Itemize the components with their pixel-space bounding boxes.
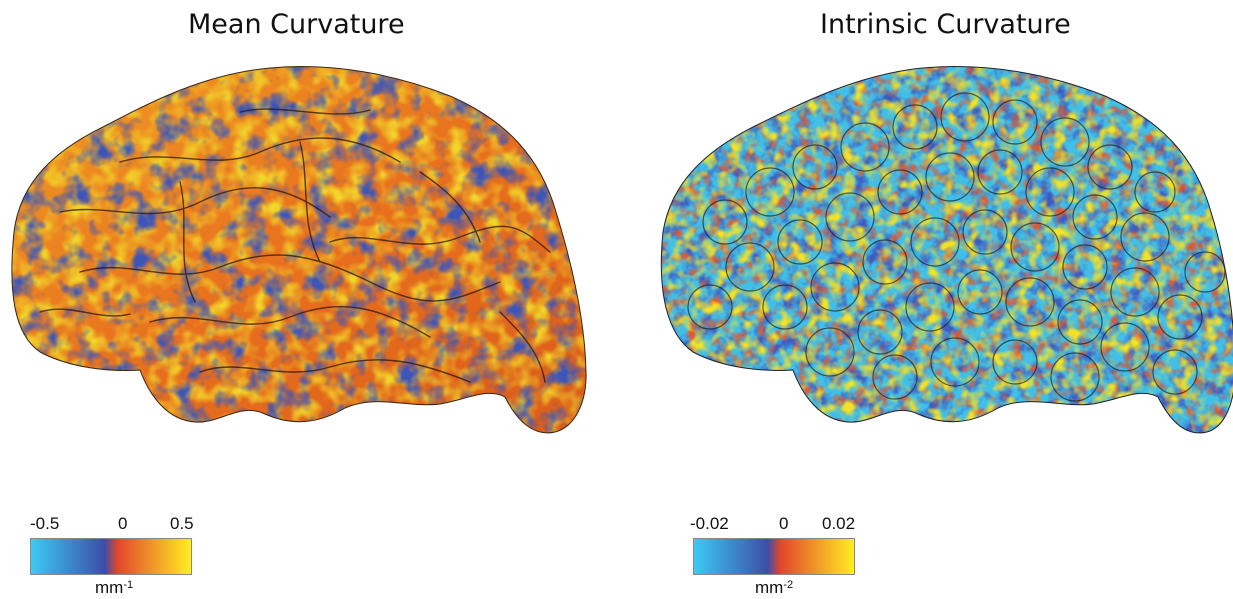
colorbar-left-unit: mm-1 — [95, 578, 133, 598]
colorbar-right-mid-label: 0 — [779, 514, 789, 533]
colorbar-intrinsic-curvature — [693, 538, 855, 575]
colorbar-mean-curvature — [30, 538, 192, 575]
colorbar-left-unit-base: mm — [95, 578, 124, 597]
panel-title-mean-curvature: Mean Curvature — [188, 9, 405, 40]
colorbar-right-unit-exponent: -2 — [783, 579, 794, 591]
colorbar-left-mid-label: 0 — [118, 514, 128, 533]
colorbar-right-unit: mm-2 — [755, 578, 793, 598]
panel-title-intrinsic-curvature: Intrinsic Curvature — [820, 9, 1071, 40]
colorbar-right-max-label: 0.02 — [822, 514, 856, 533]
colorbar-right-unit-base: mm — [755, 578, 784, 597]
colorbar-left-max-label: 0.5 — [170, 514, 194, 533]
colorbar-left-min-label: -0.5 — [30, 514, 60, 533]
colorbar-left-unit-exponent: -1 — [123, 579, 134, 591]
brain-image-intrinsic-curvature — [660, 66, 1233, 434]
colorbar-right-min-label: -0.02 — [690, 514, 729, 533]
brain-image-mean-curvature — [11, 66, 587, 434]
